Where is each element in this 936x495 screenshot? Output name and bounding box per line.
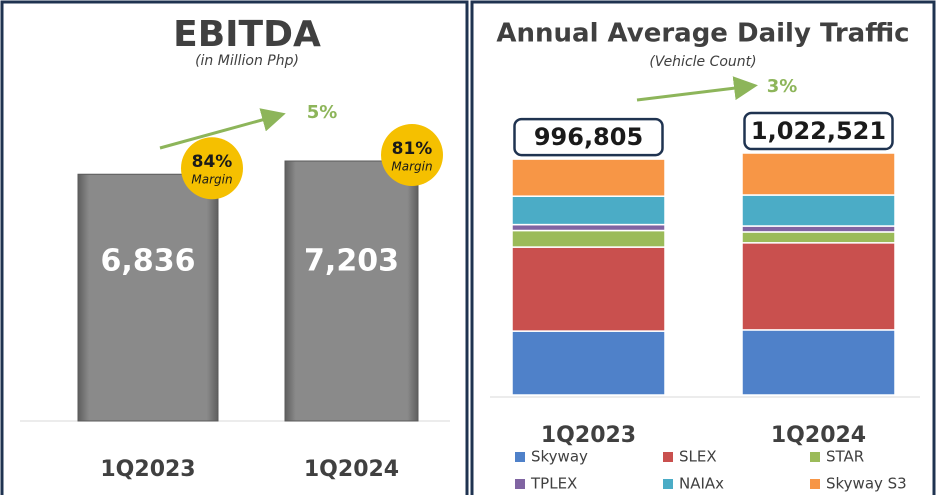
total-box bbox=[743, 111, 894, 151]
legend-swatch bbox=[515, 479, 525, 489]
bar-segment bbox=[511, 229, 666, 248]
margin-caption: Margin bbox=[391, 160, 432, 174]
chart-subtitle: (Vehicle Count) bbox=[649, 54, 756, 70]
margin-badge bbox=[381, 124, 443, 186]
total-label: 1,022,521 bbox=[751, 117, 886, 145]
legend-swatch bbox=[810, 479, 820, 489]
bar-segment bbox=[741, 329, 896, 396]
bar-segment bbox=[511, 158, 666, 197]
margin-badge bbox=[181, 137, 243, 200]
growth-label: 5% bbox=[307, 102, 338, 123]
bar-segment bbox=[511, 223, 666, 232]
bar-segment bbox=[741, 225, 896, 233]
x-tick-label: 1Q2024 bbox=[771, 423, 866, 448]
bar bbox=[284, 160, 419, 422]
x-tick-label: 1Q2024 bbox=[304, 457, 399, 482]
chart-title: Annual Average Daily Traffic bbox=[496, 19, 909, 49]
margin-label: 81% bbox=[392, 139, 433, 159]
legend-swatch bbox=[810, 452, 820, 462]
legend-label: Skyway bbox=[531, 448, 588, 466]
growth-arrow bbox=[159, 108, 286, 150]
legend-label: TPLEX bbox=[530, 475, 577, 493]
margin-label: 84% bbox=[192, 152, 233, 172]
bar-segment bbox=[511, 330, 666, 396]
legend-label: NAIAx bbox=[679, 475, 724, 493]
margin-caption: Margin bbox=[191, 173, 232, 187]
legend-swatch bbox=[663, 479, 673, 489]
legend-label: Skyway S3 bbox=[826, 475, 907, 493]
value-label: 6,836 bbox=[101, 244, 196, 279]
chart-title: EBITDA bbox=[173, 14, 321, 55]
chart-subtitle: (in Million Php) bbox=[195, 53, 299, 69]
bar-segment bbox=[511, 246, 666, 332]
total-box bbox=[513, 117, 664, 157]
x-tick-label: 1Q2023 bbox=[541, 423, 636, 448]
bar-segment bbox=[741, 242, 896, 331]
growth-label: 3% bbox=[767, 76, 798, 97]
x-tick-label: 1Q2023 bbox=[100, 457, 195, 482]
bar-segment bbox=[511, 195, 666, 226]
legend-label: STAR bbox=[826, 448, 864, 466]
total-label: 996,805 bbox=[534, 123, 643, 151]
bar-segment bbox=[741, 152, 896, 196]
bar-segment bbox=[741, 231, 896, 244]
legend-swatch bbox=[663, 452, 673, 462]
value-label: 7,203 bbox=[304, 244, 399, 279]
legend-swatch bbox=[515, 452, 525, 462]
legend-label: SLEX bbox=[679, 448, 717, 466]
bar bbox=[77, 173, 219, 422]
bar-segment bbox=[741, 194, 896, 227]
growth-arrow bbox=[636, 76, 758, 102]
